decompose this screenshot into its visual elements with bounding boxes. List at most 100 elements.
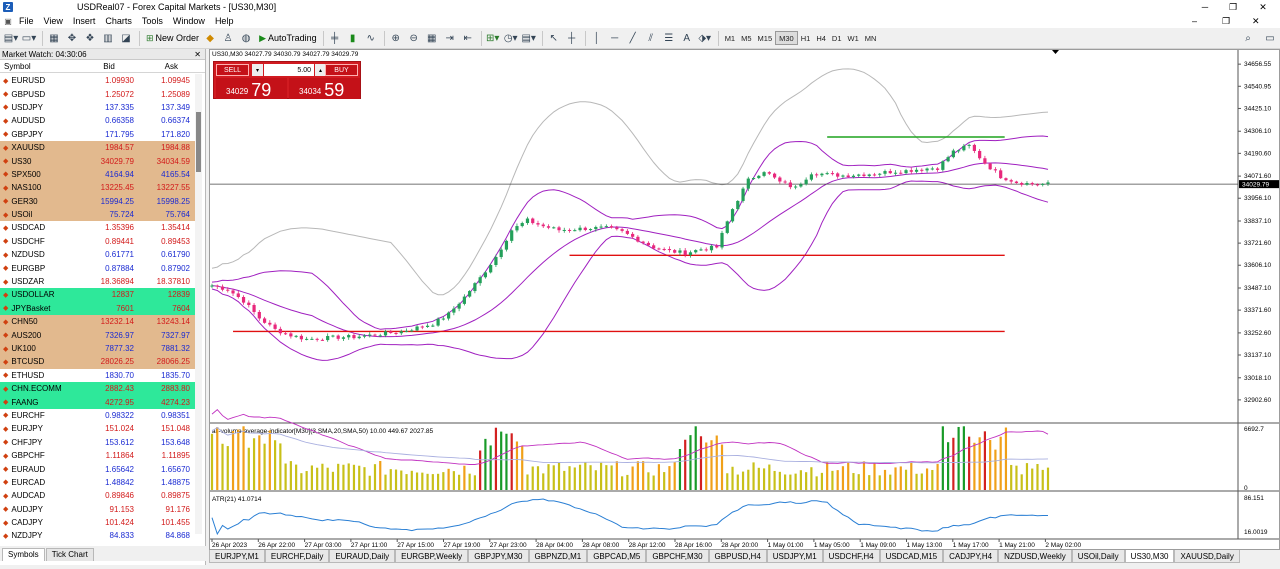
market-watch-row[interactable]: ◆ EURUSD 1.09930 1.09945 [0, 74, 196, 88]
market-watch-row[interactable]: ◆ USDOLLAR 12837 12839 [0, 288, 196, 302]
periods-icon[interactable]: ◷▾ [503, 32, 518, 44]
market-watch-icon[interactable]: ▦ [49, 32, 59, 44]
tf-m15[interactable]: M15 [757, 33, 773, 43]
chart-tab[interactable]: USDJPY,M1 [766, 550, 823, 563]
market-watch-row[interactable]: ◆ USDJPY 137.335 137.349 [0, 100, 196, 115]
chart-tab[interactable]: NZDUSD,Weekly [998, 550, 1072, 563]
market-watch-row[interactable]: ◆ CHN.ECOMM 2882.43 2883.80 [0, 381, 196, 396]
chart-tab[interactable]: USDCAD,M15 [879, 550, 944, 563]
minimize-button[interactable]: ─ [1201, 2, 1209, 12]
channel-icon[interactable]: ⫽ [648, 32, 653, 44]
market-watch-row[interactable]: ◆ EURAUD 1.65642 1.65670 [0, 462, 196, 476]
price-chart[interactable]: 34656.55 34540.95 34425.10 34306.10 34190.60… [210, 50, 1279, 549]
menu-insert[interactable]: Insert [72, 16, 96, 26]
market-watch-row[interactable]: ◆ USDCHF 0.89441 0.89453 [0, 234, 196, 249]
autotrading-button[interactable]: ▶ AutoTrading [259, 32, 317, 44]
market-watch-row[interactable]: ◆ EURCAD 1.48842 1.48875 [0, 475, 196, 490]
market-watch-row[interactable]: ◆ USDZAR 18.36894 18.37810 [0, 274, 196, 289]
buy-button[interactable]: BUY [325, 64, 358, 76]
chart-tab[interactable]: USOil,Daily [1071, 550, 1125, 563]
new-chart-icon[interactable]: ▤▾ [3, 32, 19, 44]
restore-button[interactable]: ❐ [1228, 1, 1238, 12]
market-watch-row[interactable]: ◆ NZDUSD 0.61771 0.61790 [0, 248, 196, 262]
market-watch-row[interactable]: ◆ BTCUSD 28026.25 28066.25 [0, 355, 196, 369]
chart-tab[interactable]: EURCHF,Daily [264, 550, 330, 563]
market-watch-row[interactable]: ◆ AUS200 7326.97 7327.97 [0, 328, 196, 342]
market-watch-row[interactable]: ◆ EURCHF 0.98322 0.98351 [0, 408, 196, 423]
data-window-icon[interactable]: ✥ [67, 32, 77, 44]
chart-tab[interactable]: EURGBP,Weekly [395, 550, 469, 563]
market-watch-row[interactable]: ◆ SPX500 4164.94 4165.54 [0, 167, 196, 182]
chart-tab[interactable]: EURJPY,M1 [209, 550, 265, 563]
market-watch-row[interactable]: ◆ AUDJPY 91.153 91.176 [0, 502, 196, 516]
chart-tab[interactable]: USDCHF,H4 [822, 550, 880, 563]
header-bid[interactable]: Bid [103, 61, 115, 71]
market-watch-row[interactable]: ◆ GBPUSD 1.25072 1.25089 [0, 87, 196, 101]
shapes-icon[interactable]: ⬗▾ [698, 32, 712, 44]
menu-file[interactable]: File [19, 16, 34, 26]
tf-h1[interactable]: H1 [800, 33, 811, 43]
market-watch-scrollbar[interactable] [195, 74, 202, 534]
lot-increase-icon[interactable]: ▴ [315, 64, 326, 76]
sell-price[interactable]: 34029 79 [216, 78, 287, 99]
trendline-icon[interactable]: ╱ [629, 32, 636, 44]
chart-tab[interactable]: GBPCAD,M5 [587, 550, 647, 563]
tf-h4[interactable]: H4 [816, 33, 826, 43]
tf-mn[interactable]: MN [864, 33, 877, 43]
new-order-button[interactable]: ⊞ New Order [146, 32, 200, 44]
lot-decrease-icon[interactable]: ▾ [252, 64, 263, 76]
horizontal-line-icon[interactable]: ─ [611, 32, 619, 44]
line-chart-icon[interactable]: ∿ [366, 32, 375, 44]
mdi-minimize-icon[interactable]: – [1192, 16, 1198, 26]
header-ask[interactable]: Ask [164, 61, 178, 71]
market-watch-row[interactable]: ◆ GER30 15994.25 15998.25 [0, 194, 196, 208]
chat-icon[interactable]: ▭ [1265, 32, 1275, 44]
chart-tab[interactable]: GBPJPY,M30 [468, 550, 529, 563]
menu-doc-icon[interactable]: ▣ [4, 16, 12, 26]
search-icon[interactable]: ⌕ [1245, 32, 1251, 44]
market-watch-row[interactable]: ◆ US30 34029.79 34034.59 [0, 154, 196, 168]
market-watch-row[interactable]: ◆ JPYBasket 7601 7604 [0, 301, 196, 316]
market-watch-row[interactable]: ◆ USOil 75.724 75.764 [0, 207, 196, 222]
fibonacci-icon[interactable]: ☰ [664, 32, 674, 44]
vertical-line-icon[interactable]: │ [593, 32, 600, 44]
market-watch-row[interactable]: ◆ NAS100 13225.45 13227.55 [0, 181, 196, 195]
market-watch-row[interactable]: ◆ XAUUSD 1984.57 1984.88 [0, 140, 196, 155]
chart-window[interactable]: 34656.55 34540.95 34425.10 34306.10 34190.60… [209, 49, 1280, 550]
market-watch-row[interactable]: ◆ USDCAD 1.35396 1.35414 [0, 221, 196, 235]
tf-w1[interactable]: W1 [847, 33, 859, 43]
market-watch-row[interactable]: ◆ UK100 7877.32 7881.32 [0, 341, 196, 356]
market-watch-row[interactable]: ◆ AUDCAD 0.89846 0.89875 [0, 489, 196, 503]
tf-m1[interactable]: M1 [724, 33, 736, 43]
chart-tab[interactable]: GBPNZD,M1 [528, 550, 588, 563]
chart-tab[interactable]: XAUUSD,Daily [1174, 550, 1240, 563]
profiles-icon[interactable]: ▭▾ [21, 32, 37, 44]
strategy-tester-icon[interactable]: ◪ [121, 32, 131, 44]
tf-m30[interactable]: M30 [775, 31, 798, 45]
market-watch-row[interactable]: ◆ GBPCHF 1.11864 1.11895 [0, 448, 196, 463]
market-watch-row[interactable]: ◆ NZDJPY 84.833 84.868 [0, 529, 196, 543]
chart-tab[interactable]: CADJPY,H4 [943, 550, 999, 563]
lot-size-input[interactable]: 5.00 [264, 64, 314, 76]
header-symbol[interactable]: Symbol [4, 61, 31, 71]
menu-charts[interactable]: Charts [105, 16, 132, 26]
market-watch-row[interactable]: ◆ CHFJPY 153.612 153.648 [0, 435, 196, 449]
tab-symbols[interactable]: Symbols [2, 548, 45, 561]
menu-help[interactable]: Help [214, 16, 234, 26]
market-watch-close-icon[interactable]: ✕ [194, 49, 201, 59]
chart-tab[interactable]: GBPCHF,M30 [646, 550, 709, 563]
market-watch-row[interactable]: ◆ FAANG 4272.95 4274.23 [0, 395, 196, 409]
close-button[interactable]: ✕ [1259, 1, 1267, 12]
market-watch-row[interactable]: ◆ CADJPY 101.424 101.455 [0, 515, 196, 530]
market-icon[interactable]: ◍ [241, 32, 251, 44]
navigator-icon[interactable]: ❖ [85, 32, 95, 44]
chart-tab[interactable]: US30,M30 [1124, 550, 1175, 563]
tf-d1[interactable]: D1 [831, 33, 842, 43]
cursor-icon[interactable]: ↖ [549, 32, 558, 44]
templates-icon[interactable]: ▤▾ [521, 32, 536, 44]
metaeditor-icon[interactable]: ◆ [206, 32, 214, 44]
zoom-out-icon[interactable]: ⊖ [409, 32, 418, 44]
market-watch-row[interactable]: ◆ CHN50 13232.14 13243.14 [0, 315, 196, 329]
chart-tab[interactable]: GBPUSD,H4 [708, 550, 767, 563]
tile-windows-icon[interactable]: ▦ [426, 32, 437, 44]
